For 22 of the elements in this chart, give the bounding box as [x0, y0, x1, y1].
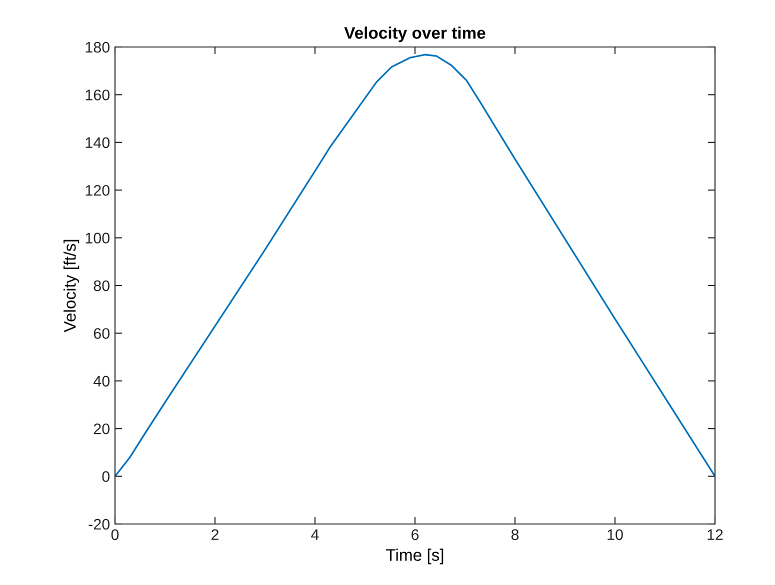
- y-axis-title: Velocity [ft/s]: [64, 240, 80, 332]
- x-tick-label: 2: [212, 529, 218, 540]
- y-tick-label: 40: [94, 376, 110, 387]
- x-tick-label: 10: [608, 529, 623, 540]
- x-tick-label: 6: [412, 529, 419, 540]
- y-tick-label: 160: [86, 90, 110, 100]
- chart-title: Velocity over time: [344, 26, 486, 42]
- y-tick-label: 20: [94, 423, 110, 434]
- y-tick-label: 60: [94, 328, 110, 339]
- y-tick-label: 120: [86, 184, 110, 196]
- y-tick-label: 140: [86, 137, 110, 148]
- y-tick-label: 180: [86, 42, 110, 53]
- line-series: [115, 54, 715, 478]
- y-tick-label: -20: [88, 518, 110, 530]
- x-tick-label: 0: [111, 529, 119, 540]
- y-tick-label: 100: [86, 232, 110, 244]
- y-tick-label: 80: [94, 280, 110, 292]
- x-axis-title: Time [s]: [386, 548, 444, 564]
- x-tick-label: 12: [708, 529, 723, 540]
- x-tick-label: 8: [511, 529, 519, 540]
- y-tick-label: 0: [102, 471, 110, 482]
- x-tick-label: 4: [311, 529, 319, 540]
